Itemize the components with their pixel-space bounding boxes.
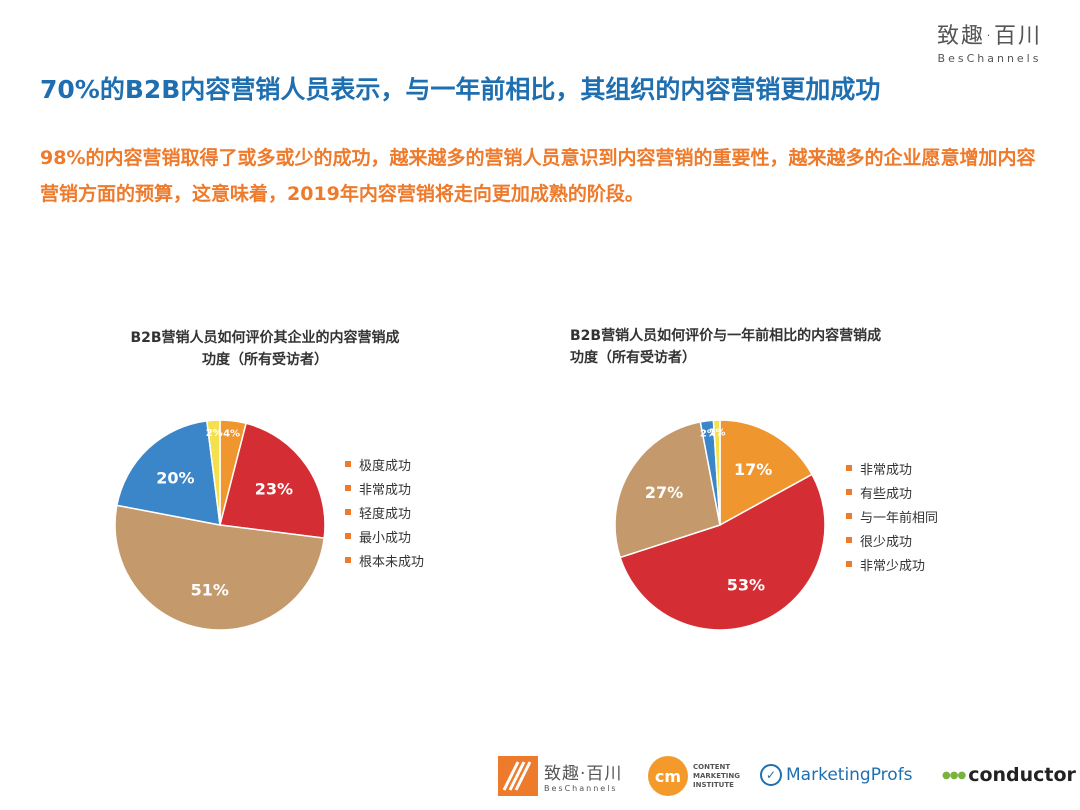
chart1-title: B2B营销人员如何评价其企业的内容营销成 功度（所有受访者）: [100, 327, 430, 371]
chart1-legend-item-3: 最小成功: [345, 524, 424, 548]
chart2-legend-swatch-3: [846, 537, 852, 543]
cmi-text-2: MARKETING: [693, 771, 740, 780]
chart1-legend-label-2: 轻度成功: [359, 506, 412, 522]
page-headline: 70%的B2B内容营销人员表示，与一年前相比，其组织的内容营销更加成功: [40, 75, 881, 104]
chart2-legend: 非常成功有些成功与一年前相同 很少成功非常少成功: [846, 456, 938, 576]
chart2-legend-label-4: 非常少成功: [860, 558, 926, 574]
chart2-legend-label-0: 非常成功: [860, 462, 913, 478]
chart2-slice-2: [614, 420, 721, 559]
page-subheadline: 98%的内容营销取得了或多或少的成功，越来越多的营销人员意识到内容营销的重要性，…: [40, 147, 1036, 205]
chart1-legend-label-0: 极度成功: [359, 458, 412, 474]
conductor-text: conductor: [968, 764, 1076, 786]
conductor-logo: ●●● conductor: [942, 764, 1076, 786]
chart2-title: B2B营销人员如何评价与一年前相比的内容营销成 功度（所有受访者）: [570, 325, 950, 369]
chart2-slice-0: [719, 419, 814, 527]
chart1-legend-swatch-4: [345, 557, 351, 563]
chart1-legend-label-4: 根本未成功: [359, 554, 425, 570]
chart1-title-line2: 功度（所有受访者）: [202, 352, 328, 368]
chart1-legend-swatch-0: [345, 461, 351, 467]
chart2-legend-label-2: 与一年前相同: [860, 510, 939, 526]
chart2-legend-item-4: 非常少成功: [846, 552, 938, 576]
chart2-slice-label-4: 1%: [709, 428, 726, 439]
chart1-slice-label-0: 4%: [223, 428, 240, 439]
chart2-legend-item-2: 与一年前相同: [846, 504, 938, 528]
chart1-legend-item-1: 非常成功: [345, 476, 424, 500]
chart2-title-line2: 功度（所有受访者）: [570, 350, 696, 366]
chart1-slice-label-3: 20%: [156, 469, 194, 488]
chart1-legend-item-0: 极度成功: [345, 452, 424, 476]
chart2-title-line1: B2B营销人员如何评价与一年前相比的内容营销成: [570, 328, 882, 344]
chart2-legend-swatch-0: [846, 465, 852, 471]
marketingprofs-mark-icon: ✓: [760, 764, 782, 786]
chart2-legend-swatch-2: [846, 513, 852, 519]
conductor-dots-icon: ●●●: [942, 769, 966, 781]
beschannels-en: BesChannels: [544, 784, 618, 793]
chart1-legend-label-3: 最小成功: [359, 530, 412, 546]
chart2-legend-item-1: 有些成功: [846, 480, 938, 504]
beschannels-zh: 致趣·百川: [544, 764, 623, 784]
brand-logo-top: 致趣·百川 BesChannels: [937, 18, 1042, 65]
cmi-mark-icon: cm: [648, 756, 688, 796]
chart1-legend-swatch-2: [345, 509, 351, 515]
chart2-slice-1: [619, 473, 826, 631]
chart2-slice-4: [712, 419, 721, 526]
chart2-slice-label-0: 17%: [734, 460, 772, 479]
chart1-legend: 极度成功非常成功轻度成功最小成功根本未成功: [345, 452, 424, 572]
brand-name-en: BesChannels: [937, 52, 1042, 65]
chart1-title-line1: B2B营销人员如何评价其企业的内容营销成: [130, 330, 400, 346]
cmi-text-1: CONTENT: [693, 762, 731, 771]
brand-name-zh: 致趣·百川: [937, 24, 1042, 49]
chart1-legend-swatch-3: [345, 533, 351, 539]
chart1-slice-2: [114, 504, 326, 631]
chart1-slice-label-4: 2%: [206, 428, 223, 439]
beschannels-logo: 致趣·百川 BesChannels: [498, 756, 622, 796]
chart1-legend-label-1: 非常成功: [359, 482, 412, 498]
chart1-legend-item-4: 根本未成功: [345, 548, 424, 572]
chart1-pie: 4% 23% 51% 20% 2%: [114, 419, 326, 631]
chart1-slice-4: [206, 419, 221, 526]
chart2-legend-swatch-1: [846, 489, 852, 495]
chart2-slice-label-2: 27%: [645, 483, 683, 502]
chart2-legend-label-3: 很少成功: [860, 534, 913, 550]
chart2-pie: 17% 53% 27% 2%1%: [614, 419, 826, 631]
chart2-legend-label-1: 有些成功: [860, 486, 913, 502]
chart1-slice-1: [219, 422, 326, 539]
chart1-legend-item-2: 轻度成功: [345, 500, 424, 524]
footer-logos: 致趣·百川 BesChannels cm CONTENT MARKETING I…: [0, 752, 1080, 802]
chart2-slice-label-3: 2%: [700, 428, 717, 439]
beschannels-mark-icon: [498, 756, 538, 796]
cmi-text-3: INSTITUTE: [693, 780, 734, 789]
marketingprofs-logo: ✓ MarketingProfs: [760, 764, 913, 786]
chart2-legend-swatch-4: [846, 561, 852, 567]
marketingprofs-text: MarketingProfs: [786, 765, 913, 785]
chart1-slice-label-2: 51%: [191, 580, 229, 599]
chart2-legend-item-0: 非常成功: [846, 456, 938, 480]
chart2-slice-label-1: 53%: [727, 576, 765, 595]
chart1-slice-label-1: 23%: [255, 479, 293, 498]
chart1-slice-3: [115, 419, 221, 526]
cmi-logo: cm CONTENT MARKETING INSTITUTE: [648, 756, 740, 796]
chart2-legend-item-3: 很少成功: [846, 528, 938, 552]
chart1-legend-swatch-1: [345, 485, 351, 491]
